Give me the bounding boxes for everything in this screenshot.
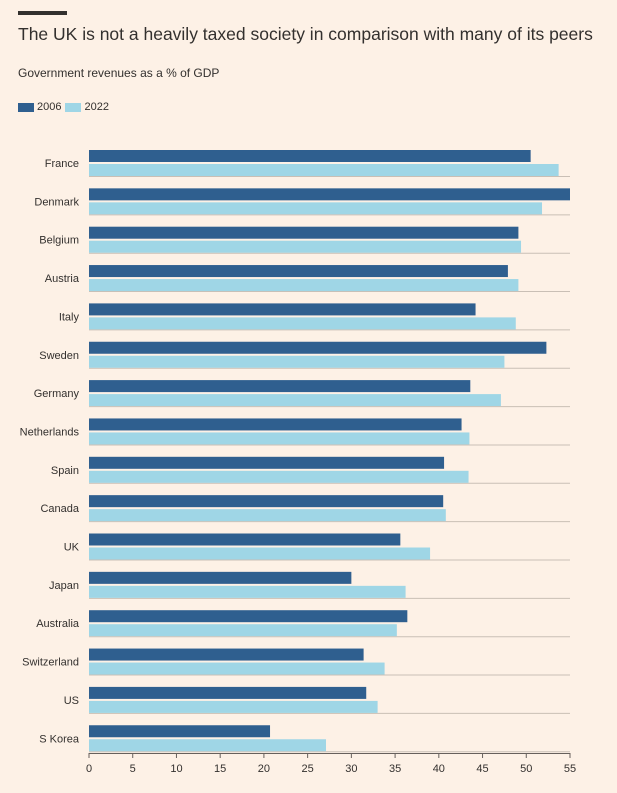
title-accent-bar bbox=[18, 11, 67, 15]
legend-label-2006: 2006 bbox=[37, 101, 62, 113]
x-tick-label: 50 bbox=[520, 763, 532, 775]
category-label: Japan bbox=[49, 580, 79, 592]
bar-2006-belgium bbox=[89, 226, 519, 239]
legend-item-2022: 2022 bbox=[65, 101, 109, 113]
category-label: Denmark bbox=[34, 196, 79, 208]
category-label: France bbox=[45, 158, 79, 170]
legend-swatch-2006 bbox=[18, 102, 34, 112]
category-label: Switzerland bbox=[22, 657, 79, 669]
bar-2022-spain bbox=[89, 470, 469, 483]
legend-swatch-2022 bbox=[65, 102, 82, 112]
category-label: US bbox=[64, 695, 79, 707]
bar-2022-sweden bbox=[89, 355, 505, 368]
bar-2022-uk bbox=[89, 547, 431, 560]
x-tick-label: 45 bbox=[476, 763, 488, 775]
category-label: Sweden bbox=[39, 350, 79, 362]
bar-2006-us bbox=[89, 686, 367, 699]
x-tick-label: 5 bbox=[130, 763, 136, 775]
category-label: Netherlands bbox=[20, 426, 80, 438]
bar-2022-canada bbox=[89, 509, 446, 522]
x-tick-label: 35 bbox=[389, 763, 401, 775]
x-tick-label: 25 bbox=[302, 763, 314, 775]
bar-2006-denmark bbox=[89, 188, 570, 201]
x-tick-label: 15 bbox=[214, 763, 226, 775]
x-tick-label: 40 bbox=[433, 763, 445, 775]
bar-2022-australia bbox=[89, 624, 397, 637]
bar-2022-germany bbox=[89, 394, 501, 407]
bar-2006-netherlands bbox=[89, 418, 462, 431]
bar-2022-france bbox=[89, 164, 559, 176]
bar-2006-s-korea bbox=[89, 725, 271, 738]
category-label: UK bbox=[64, 542, 80, 554]
category-label: Spain bbox=[51, 465, 79, 477]
bar-2022-netherlands bbox=[89, 432, 470, 445]
x-tick-label: 10 bbox=[170, 763, 182, 775]
bar-2006-france bbox=[89, 150, 531, 162]
chart-title: The UK is not a heavily taxed society in… bbox=[18, 24, 593, 44]
bar-2022-italy bbox=[89, 317, 516, 330]
category-label: Italy bbox=[59, 311, 80, 323]
bar-2022-japan bbox=[89, 585, 406, 598]
legend-label-2022: 2022 bbox=[84, 101, 109, 113]
x-tick-label: 20 bbox=[258, 763, 270, 775]
category-label: S Korea bbox=[39, 733, 80, 745]
bar-2022-denmark bbox=[89, 202, 543, 215]
bar-2022-switzerland bbox=[89, 662, 385, 675]
bar-2022-us bbox=[89, 700, 378, 713]
x-tick-label: 30 bbox=[345, 763, 357, 775]
bar-2006-spain bbox=[89, 456, 445, 469]
bar-2022-s-korea bbox=[89, 739, 327, 752]
legend: 2006 2022 bbox=[18, 101, 113, 113]
bar-2006-canada bbox=[89, 495, 444, 508]
category-label: Belgium bbox=[39, 235, 79, 247]
category-label: Australia bbox=[36, 618, 80, 630]
x-tick-label: 55 bbox=[564, 763, 576, 775]
legend-item-2006: 2006 bbox=[18, 101, 61, 113]
bar-2022-austria bbox=[89, 279, 519, 292]
bar-2006-sweden bbox=[89, 341, 547, 354]
category-label: Canada bbox=[40, 503, 79, 515]
bar-2006-germany bbox=[89, 380, 471, 393]
x-tick-label: 0 bbox=[86, 763, 92, 775]
bar-2006-switzerland bbox=[89, 648, 364, 661]
category-label: Germany bbox=[34, 388, 80, 400]
bar-2006-italy bbox=[89, 303, 476, 316]
bar-2006-japan bbox=[89, 571, 352, 584]
bar-2022-belgium bbox=[89, 240, 522, 253]
bar-2006-uk bbox=[89, 533, 401, 546]
bar-2006-australia bbox=[89, 610, 408, 623]
chart-subtitle: Government revenues as a % of GDP bbox=[18, 66, 220, 80]
bar-2006-austria bbox=[89, 265, 508, 278]
category-label: Austria bbox=[45, 273, 80, 285]
